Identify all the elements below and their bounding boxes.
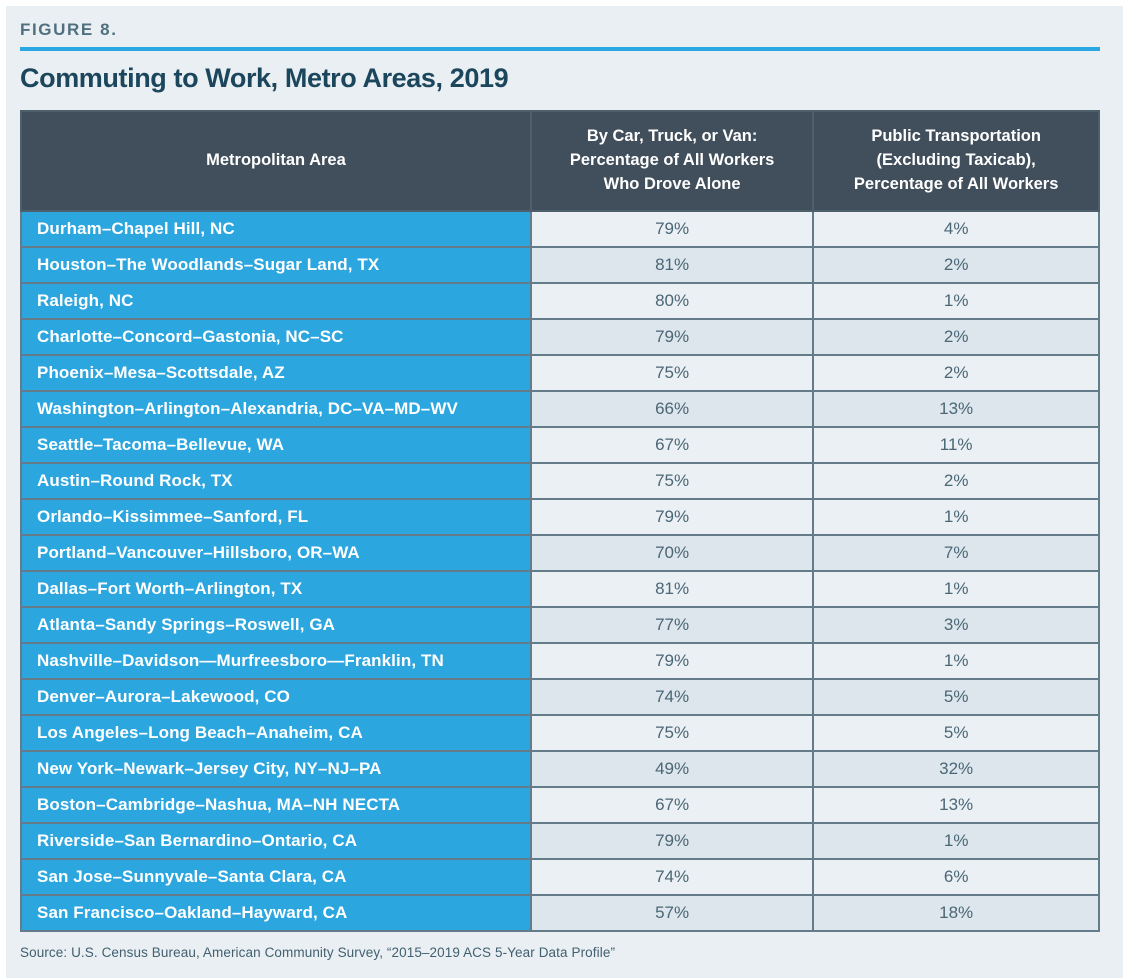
table-row: Atlanta–Sandy Springs–Roswell, GA 77% 3% <box>20 606 1100 644</box>
drove-alone-cell: 81% <box>529 570 815 608</box>
table-row: Phoenix–Mesa–Scottsdale, AZ 75% 2% <box>20 354 1100 392</box>
metro-area-cell: Atlanta–Sandy Springs–Roswell, GA <box>20 606 532 644</box>
drove-alone-cell: 77% <box>529 606 815 644</box>
drove-alone-cell: 70% <box>529 534 815 572</box>
table-body: Durham–Chapel Hill, NC 79% 4% Houston–The W… <box>20 210 1100 932</box>
public-transit-cell: 6% <box>812 858 1100 896</box>
table-row: Boston–Cambridge–Nashua, MA–NH NECTA 67% 1… <box>20 786 1100 824</box>
table-row: Houston–The Woodlands–Sugar Land, TX 81% 2… <box>20 246 1100 284</box>
drove-alone-cell: 79% <box>529 498 815 536</box>
public-transit-cell: 4% <box>812 210 1100 248</box>
metro-area-cell: San Jose–Sunnyvale–Santa Clara, CA <box>20 858 532 896</box>
metro-area-cell: San Francisco–Oakland–Hayward, CA <box>20 894 532 932</box>
metro-area-cell: Denver–Aurora–Lakewood, CO <box>20 678 532 716</box>
figure-accent-rule <box>20 47 1100 51</box>
drove-alone-cell: 79% <box>529 822 815 860</box>
public-transit-cell: 1% <box>812 570 1100 608</box>
column-header-drove-alone: By Car, Truck, or Van: Percentage of All… <box>529 110 815 212</box>
table-row: Los Angeles–Long Beach–Anaheim, CA 75% 5% <box>20 714 1100 752</box>
metro-area-cell: Seattle–Tacoma–Bellevue, WA <box>20 426 532 464</box>
metro-area-cell: Los Angeles–Long Beach–Anaheim, CA <box>20 714 532 752</box>
public-transit-cell: 32% <box>812 750 1100 788</box>
public-transit-cell: 11% <box>812 426 1100 464</box>
metro-area-cell: Orlando–Kissimmee–Sanford, FL <box>20 498 532 536</box>
public-transit-cell: 13% <box>812 390 1100 428</box>
public-transit-cell: 5% <box>812 714 1100 752</box>
table-row: Denver–Aurora–Lakewood, CO 74% 5% <box>20 678 1100 716</box>
public-transit-cell: 7% <box>812 534 1100 572</box>
drove-alone-cell: 66% <box>529 390 815 428</box>
table-row: Washington–Arlington–Alexandria, DC–VA–M… <box>20 390 1100 428</box>
drove-alone-cell: 79% <box>529 210 815 248</box>
metro-area-cell: Austin–Round Rock, TX <box>20 462 532 500</box>
table-row: Riverside–San Bernardino–Ontario, CA 79% 1… <box>20 822 1100 860</box>
drove-alone-cell: 49% <box>529 750 815 788</box>
drove-alone-cell: 67% <box>529 426 815 464</box>
public-transit-cell: 1% <box>812 822 1100 860</box>
table-row: Seattle–Tacoma–Bellevue, WA 67% 11% <box>20 426 1100 464</box>
metro-area-cell: Durham–Chapel Hill, NC <box>20 210 532 248</box>
metro-area-cell: New York–Newark–Jersey City, NY–NJ–PA <box>20 750 532 788</box>
table-row: New York–Newark–Jersey City, NY–NJ–PA 49%… <box>20 750 1100 788</box>
public-transit-cell: 3% <box>812 606 1100 644</box>
table-header: Metropolitan Area By Car, Truck, or Van:… <box>20 110 1100 212</box>
drove-alone-cell: 74% <box>529 858 815 896</box>
commuting-table: Metropolitan Area By Car, Truck, or Van:… <box>20 110 1100 932</box>
metro-area-cell: Houston–The Woodlands–Sugar Land, TX <box>20 246 532 284</box>
public-transit-cell: 2% <box>812 318 1100 356</box>
table-row: Durham–Chapel Hill, NC 79% 4% <box>20 210 1100 248</box>
table-row: Austin–Round Rock, TX 75% 2% <box>20 462 1100 500</box>
public-transit-cell: 1% <box>812 498 1100 536</box>
public-transit-cell: 18% <box>812 894 1100 932</box>
table-row: Raleigh, NC 80% 1% <box>20 282 1100 320</box>
header-row: Metropolitan Area By Car, Truck, or Van:… <box>20 110 1100 212</box>
table-row: Charlotte–Concord–Gastonia, NC–SC 79% 2% <box>20 318 1100 356</box>
metro-area-cell: Charlotte–Concord–Gastonia, NC–SC <box>20 318 532 356</box>
metro-area-cell: Raleigh, NC <box>20 282 532 320</box>
source-citation: Source: U.S. Census Bureau, American Com… <box>20 945 616 960</box>
table-row: Portland–Vancouver–Hillsboro, OR–WA 70% 7% <box>20 534 1100 572</box>
public-transit-cell: 2% <box>812 462 1100 500</box>
drove-alone-cell: 81% <box>529 246 815 284</box>
figure-title: Commuting to Work, Metro Areas, 2019 <box>20 63 509 93</box>
drove-alone-cell: 67% <box>529 786 815 824</box>
public-transit-cell: 5% <box>812 678 1100 716</box>
public-transit-cell: 2% <box>812 354 1100 392</box>
drove-alone-cell: 74% <box>529 678 815 716</box>
figure-panel: FIGURE 8. Commuting to Work, Metro Areas… <box>6 6 1123 978</box>
metro-area-cell: Washington–Arlington–Alexandria, DC–VA–M… <box>20 390 532 428</box>
metro-area-cell: Dallas–Fort Worth–Arlington, TX <box>20 570 532 608</box>
public-transit-cell: 2% <box>812 246 1100 284</box>
table-row: San Jose–Sunnyvale–Santa Clara, CA 74% 6% <box>20 858 1100 896</box>
drove-alone-cell: 79% <box>529 318 815 356</box>
table-row: Dallas–Fort Worth–Arlington, TX 81% 1% <box>20 570 1100 608</box>
drove-alone-cell: 57% <box>529 894 815 932</box>
table-row: Orlando–Kissimmee–Sanford, FL 79% 1% <box>20 498 1100 536</box>
drove-alone-cell: 75% <box>529 354 815 392</box>
public-transit-cell: 13% <box>812 786 1100 824</box>
drove-alone-cell: 75% <box>529 714 815 752</box>
table-row: Nashville–Davidson—Murfreesboro—Franklin… <box>20 642 1100 680</box>
metro-area-cell: Portland–Vancouver–Hillsboro, OR–WA <box>20 534 532 572</box>
drove-alone-cell: 75% <box>529 462 815 500</box>
column-header-metro-area: Metropolitan Area <box>20 110 532 212</box>
figure-label: FIGURE 8. <box>20 20 118 39</box>
column-header-public-transportation: Public Transportation (Excluding Taxicab… <box>812 110 1100 212</box>
public-transit-cell: 1% <box>812 282 1100 320</box>
metro-area-cell: Nashville–Davidson—Murfreesboro—Franklin… <box>20 642 532 680</box>
table-row: San Francisco–Oakland–Hayward, CA 57% 18% <box>20 894 1100 932</box>
metro-area-cell: Boston–Cambridge–Nashua, MA–NH NECTA <box>20 786 532 824</box>
public-transit-cell: 1% <box>812 642 1100 680</box>
drove-alone-cell: 80% <box>529 282 815 320</box>
metro-area-cell: Riverside–San Bernardino–Ontario, CA <box>20 822 532 860</box>
metro-area-cell: Phoenix–Mesa–Scottsdale, AZ <box>20 354 532 392</box>
drove-alone-cell: 79% <box>529 642 815 680</box>
